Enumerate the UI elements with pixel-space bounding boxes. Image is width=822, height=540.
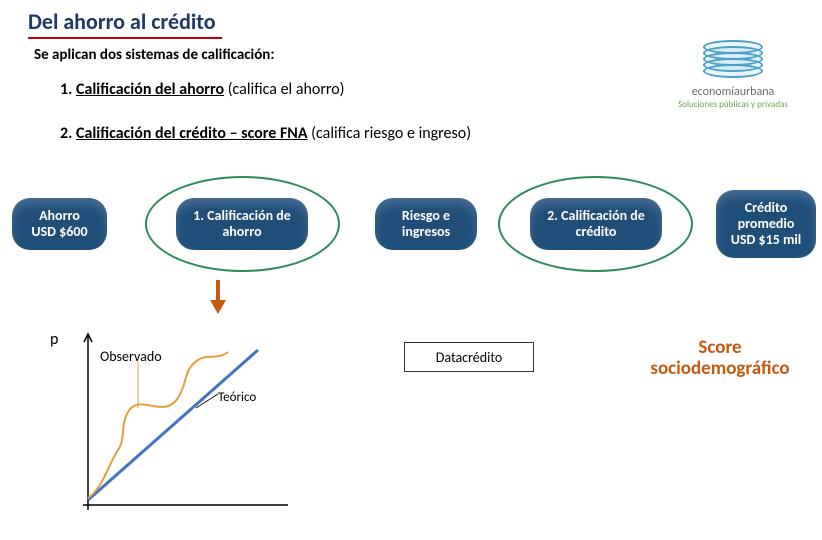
node-calif-ahorro-label: 1. Calificación de ahorro <box>184 208 300 240</box>
node-credito-l1: Crédito <box>731 200 801 216</box>
logo-name: economíaurbana <box>668 85 798 99</box>
node-credito-l2: promedio <box>731 216 801 232</box>
page-title: Del ahorro al crédito <box>28 8 222 39</box>
chart: p Observado Teórico <box>50 330 330 530</box>
logo-tagline: Soluciones públicas y privadas <box>668 99 798 110</box>
node-credito-l3: USD $15 mil <box>731 232 801 248</box>
chart-ylabel: p <box>50 330 58 349</box>
score-l2: sociodemográfico <box>620 359 820 380</box>
item2-underlined: Calificación del crédito – score FNA <box>76 124 308 143</box>
list-item-2: 2. Calificación del crédito – score FNA … <box>60 124 471 143</box>
score-sociodemografico: Score sociodemográfico <box>620 338 820 380</box>
arrow-down-icon <box>210 300 226 314</box>
datacredito-box: Datacrédito <box>404 342 534 372</box>
item2-num: 2. <box>60 124 76 143</box>
item1-underlined: Calificación del ahorro <box>76 80 224 99</box>
node-calif-ahorro: 1. Calificación de ahorro <box>176 198 308 250</box>
item1-rest: (califica el ahorro) <box>224 80 344 99</box>
logo: economíaurbana Soluciones públicas y pri… <box>668 40 798 110</box>
node-credito-promedio: Crédito promedio USD $15 mil <box>716 190 816 258</box>
node-calif-credito: 2. Calificación de crédito <box>530 198 662 250</box>
chart-svg <box>68 330 298 520</box>
item2-rest: (califica riesgo e ingreso) <box>308 124 472 143</box>
flow-diagram: Ahorro USD $600 1. Calificación de ahorr… <box>0 170 822 290</box>
node-calif-credito-label: 2. Calificación de crédito <box>538 208 654 240</box>
logo-stack-icon <box>703 40 763 78</box>
score-l1: Score <box>620 338 820 359</box>
node-ahorro-l2: USD $600 <box>31 224 87 240</box>
node-riesgo-label: Riesgo e ingresos <box>383 208 469 240</box>
list-item-1: 1. Calificación del ahorro (califica el … <box>60 80 345 99</box>
subtitle: Se aplican dos sistemas de calificación: <box>34 46 274 64</box>
item1-num: 1. <box>60 80 76 99</box>
node-riesgo: Riesgo e ingresos <box>375 198 477 250</box>
node-ahorro: Ahorro USD $600 <box>12 198 107 250</box>
node-ahorro-l1: Ahorro <box>31 208 87 224</box>
